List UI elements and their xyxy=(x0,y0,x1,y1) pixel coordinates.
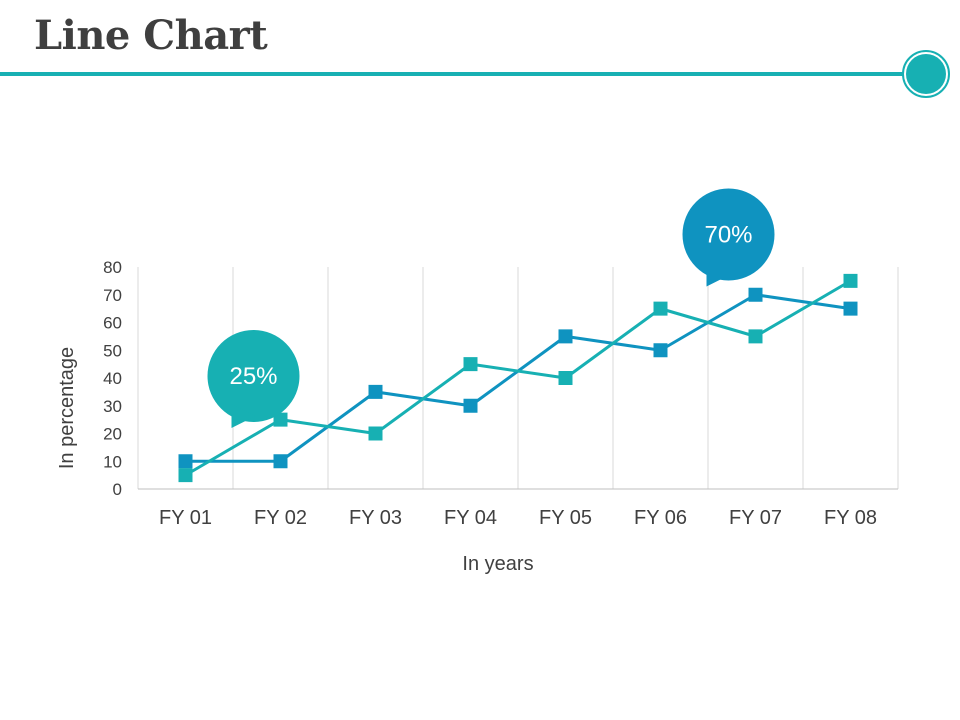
chart-series xyxy=(178,273,858,483)
y-tick-label: 40 xyxy=(103,369,122,388)
data-point-marker xyxy=(748,329,763,344)
x-tick-label: FY 01 xyxy=(159,507,212,529)
callout-bubble-tail xyxy=(706,262,731,287)
x-tick-label: FY 02 xyxy=(254,507,307,529)
x-tick-label: FY 05 xyxy=(539,507,592,529)
data-point-marker xyxy=(558,329,573,344)
header-divider xyxy=(0,72,904,76)
x-tick-label: FY 06 xyxy=(634,507,687,529)
y-tick-label: 10 xyxy=(103,452,122,471)
y-tick-label: 50 xyxy=(103,341,122,360)
data-point-marker xyxy=(368,384,383,399)
callout-bubble-tail xyxy=(231,404,256,428)
y-tick-label: 30 xyxy=(103,397,122,416)
slide-title: Line Chart xyxy=(34,12,268,59)
y-tick-label: 80 xyxy=(103,258,122,277)
chart-gridlines xyxy=(137,267,899,489)
y-tick-label: 60 xyxy=(103,314,122,333)
data-point-marker xyxy=(463,398,478,413)
data-point-marker xyxy=(653,343,668,358)
callout-bubble: 25% xyxy=(207,330,300,428)
data-point-marker xyxy=(178,468,193,483)
callout-bubble-body xyxy=(682,188,775,281)
y-tick-label: 0 xyxy=(113,480,122,499)
series-line-2 xyxy=(184,279,852,477)
x-tick-label: FY 03 xyxy=(349,507,402,529)
x-tick-label: FY 07 xyxy=(729,507,782,529)
header-circle-ornament-fill xyxy=(906,54,946,94)
data-point-marker xyxy=(843,301,858,316)
chart-labels: 0 10 20 30 40 50 60 70 80 FY 01 FY 02 FY 03 FY 04 FY … xyxy=(56,258,877,575)
data-point-marker xyxy=(368,426,383,441)
x-tick-label: FY 04 xyxy=(444,507,497,529)
data-point-marker xyxy=(463,357,478,372)
x-axis-title: In years xyxy=(462,553,533,575)
data-point-marker xyxy=(843,273,858,288)
y-tick-label: 70 xyxy=(103,286,122,305)
y-axis-title: In percentage xyxy=(56,347,78,469)
callout-label: 70% xyxy=(704,221,752,248)
y-tick-label: 20 xyxy=(103,425,122,444)
callout-bubble-body xyxy=(207,330,300,422)
callout-bubble: 70% xyxy=(682,188,775,287)
data-point-marker xyxy=(273,412,288,427)
chart-annotations: 25% 70% xyxy=(207,188,775,428)
data-point-marker xyxy=(558,371,573,385)
data-point-marker xyxy=(273,454,288,469)
data-point-marker xyxy=(748,287,763,302)
data-point-marker xyxy=(178,454,193,469)
data-point-marker xyxy=(653,301,668,316)
x-tick-label: FY 08 xyxy=(824,507,877,529)
callout-label: 25% xyxy=(229,363,277,390)
